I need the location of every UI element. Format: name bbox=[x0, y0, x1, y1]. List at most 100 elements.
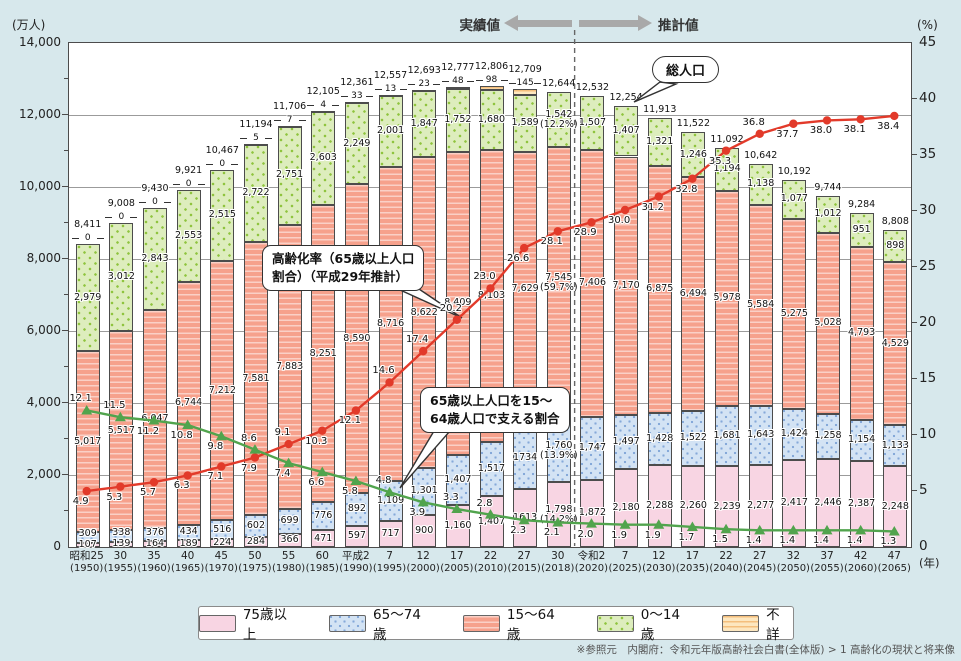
bar-value-label-a014: 2,722 bbox=[242, 187, 270, 199]
bar-total-label: 9,284 bbox=[848, 198, 876, 210]
bar-total-label: 12,693 bbox=[407, 65, 441, 77]
bar-value-label-a014: 1,407 bbox=[612, 125, 640, 137]
support-value-label: 9.8 bbox=[207, 441, 224, 453]
bar-total-label: 12,105 bbox=[306, 86, 340, 98]
bar-value-label-a014: 2,249 bbox=[343, 137, 371, 149]
bar-value-label-p75: 164 bbox=[145, 538, 165, 550]
y-axis-right-tick bbox=[911, 265, 917, 267]
aging-rate-callout: 高齢化率（65歳以上人口 割合）（平成29年推計） bbox=[262, 245, 425, 292]
x-axis-year-label: (1955) bbox=[103, 563, 137, 574]
bar-total-label: 11,706 bbox=[272, 100, 307, 112]
support-ratio-callout-line1: 65歳以上人口を15～ bbox=[430, 393, 553, 408]
legend-label-unknown: 不詳 bbox=[766, 607, 780, 643]
bar-total-label: 10,192 bbox=[777, 166, 811, 178]
support-ratio-callout: 65歳以上人口を15～ 64歳人口で支える割合 bbox=[420, 387, 570, 434]
x-axis-era-label: 昭和25 bbox=[69, 550, 104, 562]
support-value-label: 1.9 bbox=[644, 529, 661, 541]
y-axis-left-minor-tick bbox=[64, 509, 68, 511]
y-axis-left-tick-label: 14,000 bbox=[19, 35, 61, 49]
aging-value-label: 4.9 bbox=[72, 496, 89, 508]
bar-unknown-label: 0 bbox=[139, 197, 171, 207]
legend-item-65-74: 65～74歳 bbox=[329, 603, 434, 643]
bar-value-label-p75: 189 bbox=[179, 537, 198, 549]
y-axis-left-minor-tick bbox=[64, 221, 68, 223]
bar-unknown-label: 98 bbox=[475, 75, 508, 85]
total-population-callout: 総人口 bbox=[652, 56, 720, 83]
y-axis-left-tick-label: 0 bbox=[53, 539, 61, 553]
x-axis-era-label: 32 bbox=[786, 550, 801, 562]
bar-value-label-a1564: 6,744 bbox=[175, 397, 203, 409]
x-axis-year-label: (2030) bbox=[642, 563, 676, 574]
x-axis-year-label: (2035) bbox=[675, 563, 710, 574]
arrow-left-shaft bbox=[517, 19, 572, 27]
total-population-label: 総人口 bbox=[666, 64, 706, 79]
y-axis-right-tick-label: 45 bbox=[919, 34, 937, 50]
bar-value-label-a6574: 1,133 bbox=[881, 439, 909, 451]
x-axis-era-label: 60 bbox=[315, 550, 329, 562]
support-ratio-callout-line2: 64歳人口で支える割合 bbox=[430, 411, 560, 427]
aging-value-label: 32.8 bbox=[675, 183, 698, 195]
bar-total-label: 10,642 bbox=[744, 149, 778, 161]
y-axis-left-minor-tick bbox=[64, 365, 68, 367]
legend-item-0-14: 0～14歳 bbox=[596, 603, 693, 643]
x-axis-year-label: (1965) bbox=[171, 563, 205, 574]
aging-value-label: 23.0 bbox=[473, 271, 496, 283]
bar-unknown-label: 48 bbox=[441, 76, 474, 86]
support-value-label: 1.4 bbox=[813, 535, 829, 547]
bar-value-label-a1564: 7,883 bbox=[275, 360, 304, 372]
bar-segment-p75 bbox=[176, 540, 201, 547]
x-axis-year-label: (1975) bbox=[238, 563, 272, 574]
aging-value-label: 38.4 bbox=[877, 120, 900, 132]
y-axis-left-minor-tick bbox=[64, 293, 68, 295]
aging-value-label: 6.3 bbox=[173, 480, 190, 492]
x-axis-year-label: (1995) bbox=[372, 563, 407, 574]
x-axis-year-label: (2020) bbox=[574, 563, 609, 574]
aging-value-label: 35.3 bbox=[708, 155, 732, 167]
x-axis-year-label: (2000) bbox=[406, 563, 440, 574]
bar-value-label-a1564: 8,716 bbox=[376, 318, 405, 330]
y-axis-left-minor-tick bbox=[64, 149, 68, 151]
bar-value-label-a014: 1,321 bbox=[646, 135, 674, 147]
bar-value-label-a014: 1,012 bbox=[814, 208, 842, 220]
support-value-label: 1.5 bbox=[712, 534, 728, 546]
left-axis-unit: (万人) bbox=[12, 18, 46, 32]
bar-value-label-a6574: 1,407 bbox=[444, 473, 472, 485]
bar-value-label-a1564: 5,017 bbox=[74, 435, 102, 447]
legend-item-75plus: 75歳以上 bbox=[199, 603, 300, 643]
x-axis-year-label: (2018) bbox=[541, 563, 575, 574]
arrow-right-shaft bbox=[579, 19, 638, 27]
x-axis-era-label: 47 bbox=[887, 550, 901, 562]
y-axis-right-tick-label: 20 bbox=[919, 314, 937, 330]
x-axis-era-label: 平成2 bbox=[342, 550, 370, 562]
y-axis-left-tick bbox=[62, 113, 68, 115]
y-axis-left-tick bbox=[62, 185, 68, 187]
y-axis-right-tick-label: 5 bbox=[919, 482, 928, 498]
x-axis-year-label: (1985) bbox=[305, 563, 339, 574]
bar-total-label: 12,361 bbox=[340, 77, 374, 88]
bar-value-label-a6574: 1,109 bbox=[376, 495, 405, 507]
bar-value-label-p75: 139 bbox=[112, 538, 131, 550]
source-note: ※参照元 内閣府：令和元年版高齢社会白書(全体版) > 1 高齢化の現状と将来像 bbox=[576, 644, 955, 656]
x-axis-era-label: 30 bbox=[113, 550, 128, 562]
bar-total-label: 12,777 bbox=[441, 62, 475, 74]
aging-value-label: 10.3 bbox=[305, 435, 328, 447]
bar-unknown-label: 13 bbox=[374, 84, 407, 94]
bar-value-label-p75: 107 bbox=[78, 539, 97, 551]
aging-value-label: 7.1 bbox=[207, 471, 224, 483]
bar-value-label-a014: 2,553 bbox=[175, 229, 203, 241]
bar-value-label-a014: 2,515 bbox=[208, 209, 236, 221]
bar-unknown-label: 5 bbox=[239, 133, 272, 143]
y-axis-right-tick bbox=[911, 209, 917, 211]
legend: 75歳以上 65～74歳 15～64歳 0～14歳 不詳 bbox=[198, 603, 794, 643]
bar-total-label: 12,557 bbox=[373, 69, 408, 81]
bar-segment-p75 bbox=[243, 536, 268, 547]
legend-swatch-0-14-icon bbox=[596, 614, 634, 632]
bar-total-label: 12,709 bbox=[508, 64, 542, 76]
support-value-label: 12.1 bbox=[69, 393, 92, 405]
y-axis-right-tick-label: 10 bbox=[919, 426, 937, 442]
aging-value-label: 28.1 bbox=[540, 236, 563, 248]
bar-value-label-a1564: 8,590 bbox=[343, 332, 371, 344]
bar-total-label: 11,913 bbox=[643, 104, 677, 116]
bar-unknown-label: 0 bbox=[71, 233, 104, 243]
actual-values-label: 実績値 bbox=[459, 18, 501, 34]
